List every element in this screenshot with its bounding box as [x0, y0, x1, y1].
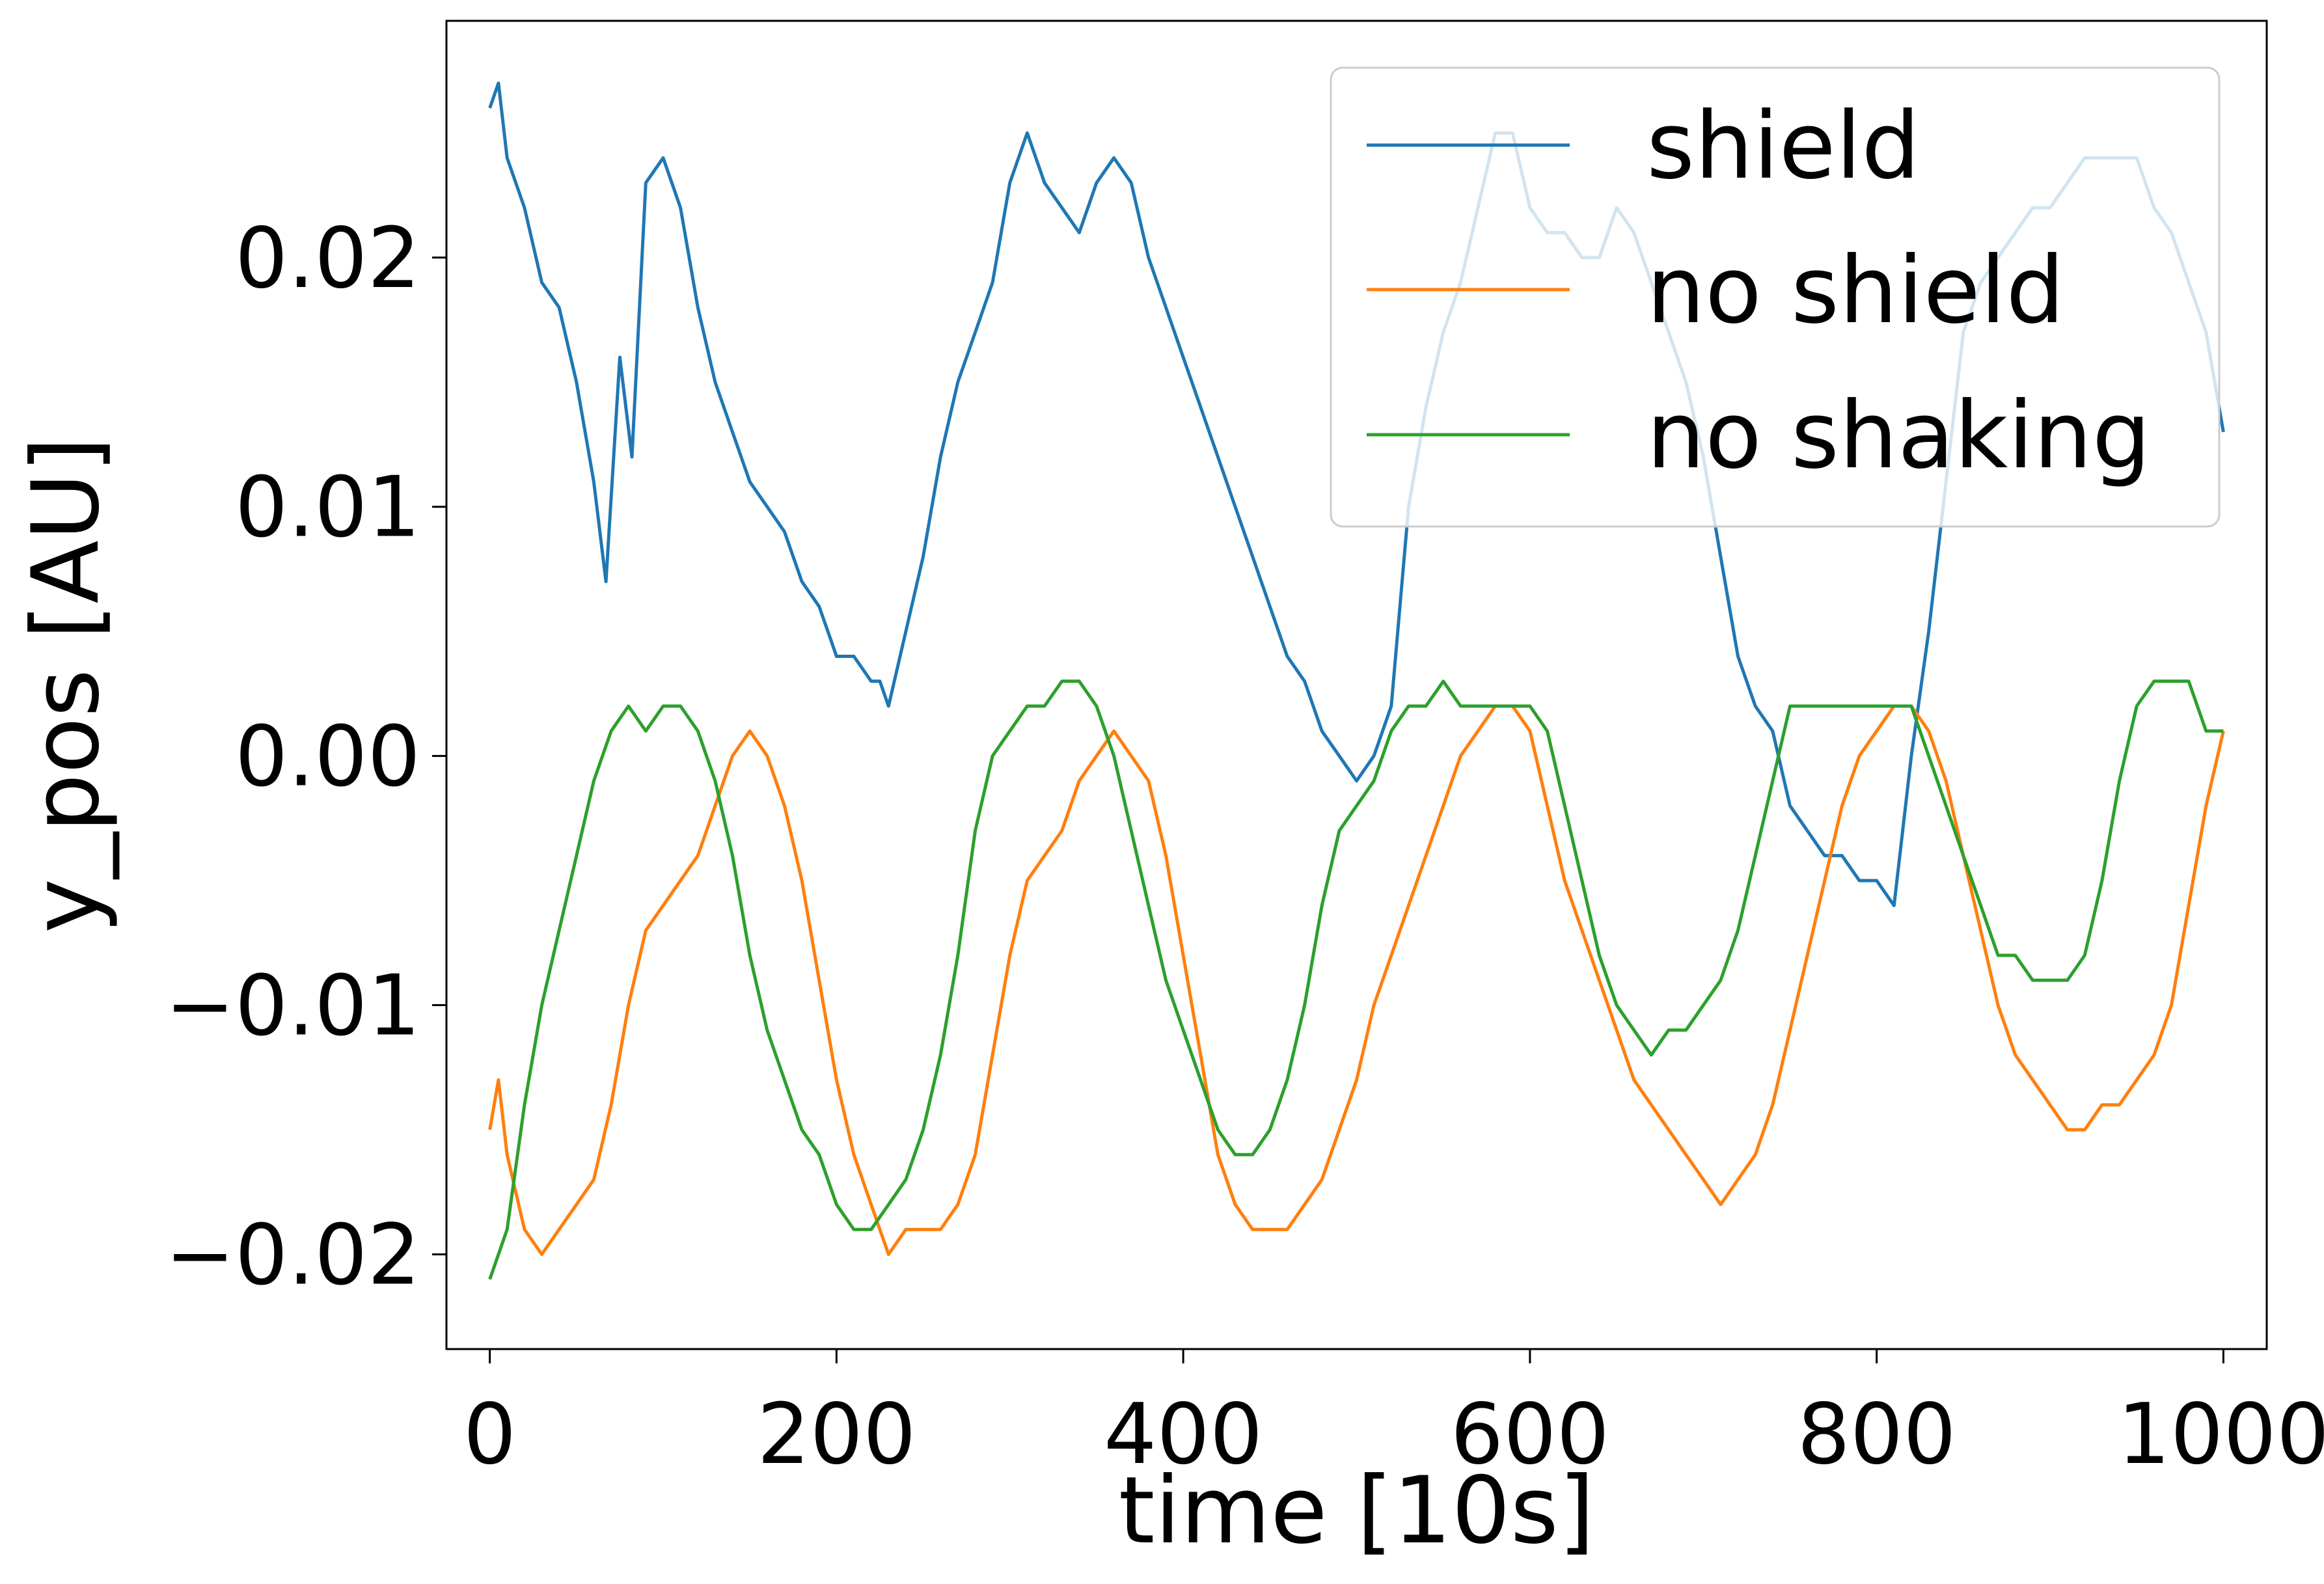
legend-label-no-shaking: no shaking: [1647, 382, 2151, 489]
y-axis-label: y_pos [AU]: [12, 437, 120, 933]
plot-frame: [445, 20, 2268, 1350]
y-tick-label: 0.01: [235, 459, 420, 556]
y-axis: 0.02 0.01 0.00 −0.01 −0.02: [165, 210, 446, 1304]
series-line-no-shield: [488, 704, 2225, 1256]
x-axis-label: time [10s]: [1119, 1457, 1594, 1564]
legend-box: [1330, 66, 2221, 528]
legend: shield no shield no shaking: [1330, 66, 2221, 528]
x-tick-label: 400: [1104, 1386, 1263, 1483]
y-tick-label: −0.02: [165, 1207, 420, 1304]
y-tick-label: −0.01: [165, 958, 420, 1055]
y-tick-label: 0.00: [235, 709, 420, 806]
series-line-no-shaking: [488, 679, 2224, 1280]
y-tick-label: 0.02: [235, 210, 420, 307]
x-axis: 0 200 400 600 800 1000: [463, 1349, 2324, 1483]
x-tick-label: 1000: [2118, 1386, 2324, 1483]
x-tick-label: 800: [1797, 1386, 1956, 1483]
legend-label-shield: shield: [1647, 92, 1920, 200]
legend-label-no-shield: no shield: [1647, 237, 2064, 344]
x-tick-label: 200: [757, 1386, 916, 1483]
series-layer: [488, 81, 2225, 1280]
x-tick-label: 0: [463, 1386, 516, 1483]
series-line-shield: [488, 81, 2225, 907]
x-tick-label: 600: [1451, 1386, 1609, 1483]
